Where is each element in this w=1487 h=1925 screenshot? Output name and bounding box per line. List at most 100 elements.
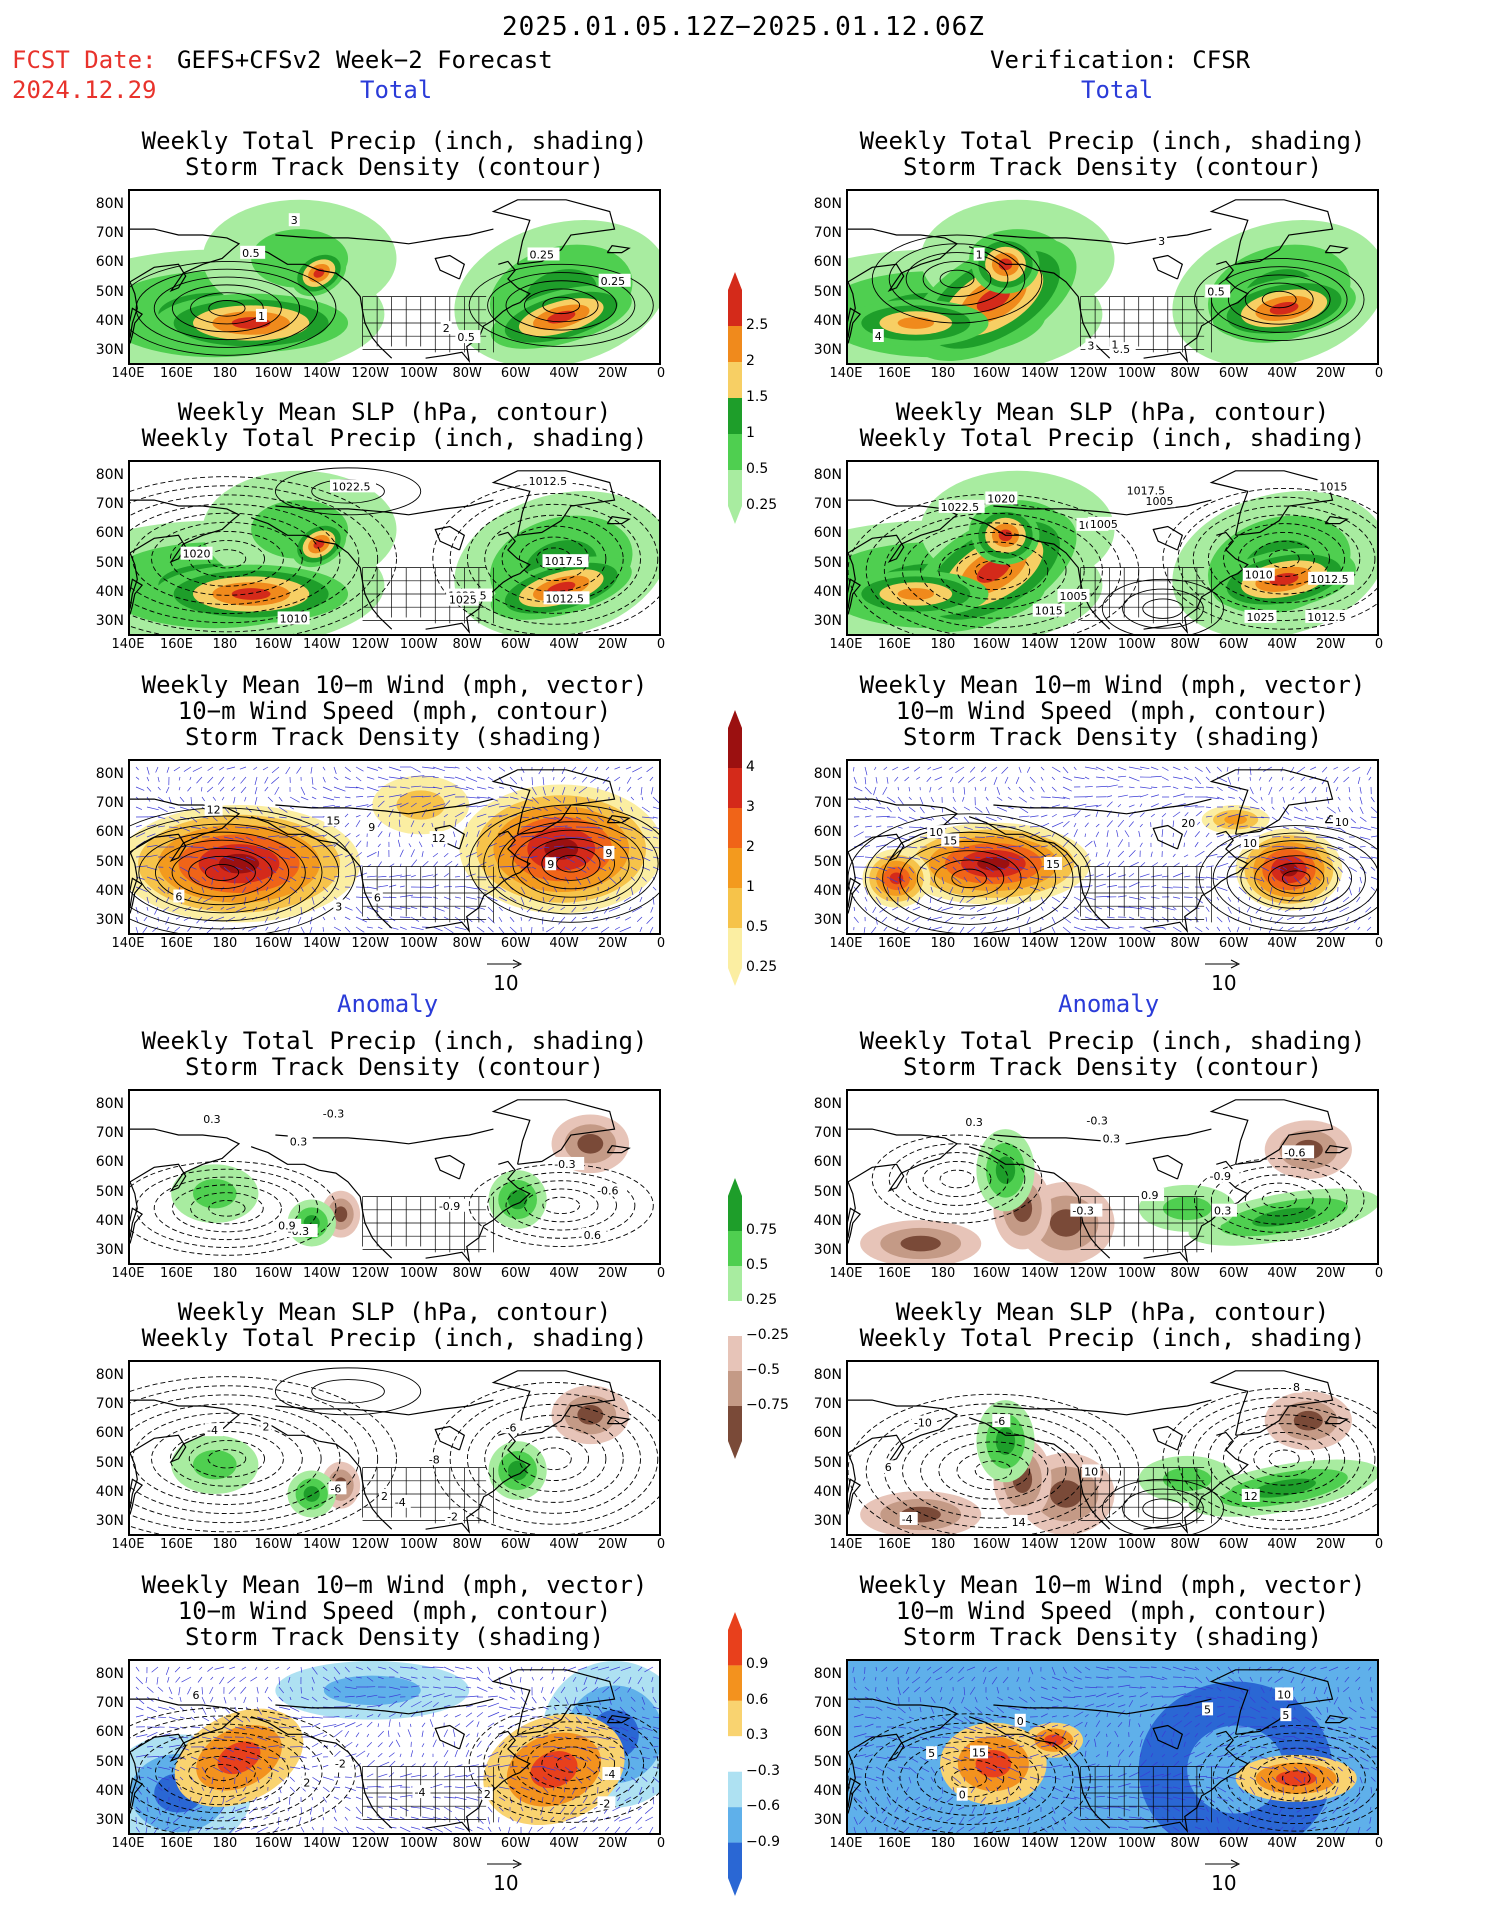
contour-label: 12 [207, 804, 221, 817]
lat-tick-label: 60N [813, 824, 842, 841]
lon-tick-label: 100W [1117, 366, 1156, 381]
contour-label: 0 [1017, 1715, 1024, 1728]
contour-label: -6 [994, 1415, 1005, 1428]
lon-tick-label: 20W [1315, 1266, 1346, 1281]
colorbar-label: 1.5 [746, 389, 769, 405]
lon-tick-label: 160W [254, 936, 293, 951]
contour-label: 0.9 [1141, 1189, 1159, 1202]
contour-label: 0.3 [290, 1135, 308, 1148]
panel-title-line: Weekly Total Precip (inch, shading) [859, 424, 1366, 452]
contour-label: 15 [326, 814, 340, 827]
colorbar-label: 0.3 [746, 1727, 769, 1744]
panel-title-line: Weekly Total Precip (inch, shading) [141, 127, 648, 155]
lon-tick-label: 100W [1117, 637, 1156, 652]
lat-tick-label: 40N [813, 1213, 842, 1229]
lon-tick-label: 0 [1374, 1836, 1384, 1851]
contour-label: 0.6 [584, 1229, 602, 1242]
lat-tick-label: 30N [95, 1513, 124, 1530]
lon-tick-label: 80W [1170, 637, 1200, 652]
valid-range-title: 2025.01.05.12Z−2025.01.12.06Z [502, 12, 985, 42]
lon-tick-label: 160W [972, 1266, 1011, 1281]
lat-tick-label: 70N [95, 1396, 124, 1412]
lat-tick-label: 60N [95, 254, 124, 271]
colorbar-precip-total [728, 272, 742, 524]
map-panel: 0 5 5 5 10 0 15 [846, 1659, 1379, 1835]
lon-tick-label: 20W [1315, 1537, 1346, 1552]
contour-label: 15 [943, 834, 957, 847]
contour-label: 20 [1181, 817, 1195, 830]
lon-tick-label: 140W [1020, 1537, 1059, 1552]
lon-tick-label: 120W [1069, 637, 1108, 652]
lon-tick-label: 0 [656, 1537, 666, 1552]
lon-tick-label: 160E [877, 637, 911, 652]
map-canvas: 2 -4 6 -2 -2 2 -4 [130, 1661, 659, 1833]
lon-tick-label: 120W [351, 1266, 390, 1281]
contour-label: 1015 [1035, 605, 1063, 618]
lon-tick-label: 0 [656, 366, 666, 381]
map-panel: 1022.51022.51012.51017.510251012.5101010… [128, 460, 661, 636]
contour-label: 0.5 [457, 331, 475, 344]
lat-tick-label: 40N [95, 883, 124, 899]
vector-scale-label: 10 [493, 971, 519, 995]
colorbar-precip-anom [728, 1178, 742, 1459]
colorbar-label: 0.9 [746, 1656, 769, 1673]
lon-tick-label: 80W [1170, 366, 1200, 381]
lat-tick-label: 40N [95, 1783, 124, 1799]
lon-tick-label: 40W [549, 637, 579, 652]
lon-tick-label: 0 [1374, 637, 1384, 652]
lon-tick-label: 80W [452, 936, 482, 951]
lat-tick-label: 30N [813, 1812, 842, 1829]
lon-tick-label: 160E [159, 1266, 193, 1281]
contour-label: 1025 [1246, 611, 1274, 624]
contour-label: 0.3 [1214, 1205, 1232, 1218]
lon-tick-label: 160E [877, 1266, 911, 1281]
lat-tick-label: 60N [95, 1154, 124, 1171]
contour-label: -6 [506, 1421, 517, 1434]
contour-label: 1017.5 [544, 555, 583, 568]
contour-label: 3 [1158, 235, 1165, 248]
lon-tick-label: 0 [1374, 936, 1384, 951]
lon-tick-label: 100W [1117, 936, 1156, 951]
lon-tick-label: 160W [254, 637, 293, 652]
lat-tick-label: 40N [95, 584, 124, 600]
colorbar-label: 0.25 [746, 1292, 778, 1308]
lon-tick-label: 120W [1069, 1537, 1108, 1552]
lon-tick-label: 120W [1069, 936, 1108, 951]
lon-tick-label: 20W [597, 366, 628, 381]
lat-tick-label: 30N [95, 613, 124, 630]
lat-tick-label: 50N [813, 554, 842, 571]
lon-tick-label: 40W [549, 366, 579, 381]
lon-tick-label: 40W [1267, 637, 1297, 652]
lon-tick-label: 140E [111, 1266, 145, 1281]
lon-tick-label: 60W [1218, 366, 1249, 381]
contour-label: 1020 [987, 493, 1015, 506]
contour-label: 1025 [449, 594, 477, 607]
panel-title-line: 10−m Wind Speed (mph, contour) [177, 697, 612, 725]
map-panel: 2 -4 6 -2 -2 2 -4 [128, 1659, 661, 1835]
lon-tick-label: 60W [1218, 1836, 1249, 1851]
colorbar-label: 0.25 [746, 959, 778, 975]
lon-tick-label: 60W [1218, 637, 1249, 652]
colorbar-label: 4 [746, 759, 755, 775]
contour-label: 0.3 [1103, 1133, 1121, 1146]
lon-tick-label: 80W [1170, 1836, 1200, 1851]
map-canvas: 0 5 5 5 10 0 15 [848, 1661, 1377, 1833]
lon-tick-label: 60W [1218, 1266, 1249, 1281]
lon-tick-label: 160W [972, 936, 1011, 951]
lon-tick-label: 180 [930, 1266, 956, 1281]
lat-tick-label: 80N [95, 1665, 124, 1682]
panel-title-line: Weekly Mean 10−m Wind (mph, vector) [141, 671, 648, 699]
lat-tick-label: 30N [813, 613, 842, 630]
map-canvas: -0.30.3-0.60.3-0.30.90.6-0.9-0.3 [130, 1099, 654, 1263]
contour-label: 10 [1243, 837, 1257, 850]
contour-label: 1020 [183, 548, 211, 561]
lon-tick-label: 160W [972, 366, 1011, 381]
lon-tick-label: 60W [500, 1836, 531, 1851]
contour-label: 2 [443, 322, 450, 335]
lon-tick-label: 120W [1069, 1836, 1108, 1851]
lon-tick-label: 100W [1117, 1537, 1156, 1552]
lon-tick-label: 140E [829, 637, 863, 652]
contour-label: -0.3 [323, 1108, 344, 1121]
lat-tick-label: 50N [813, 1454, 842, 1471]
lon-tick-label: 140W [1020, 1266, 1059, 1281]
